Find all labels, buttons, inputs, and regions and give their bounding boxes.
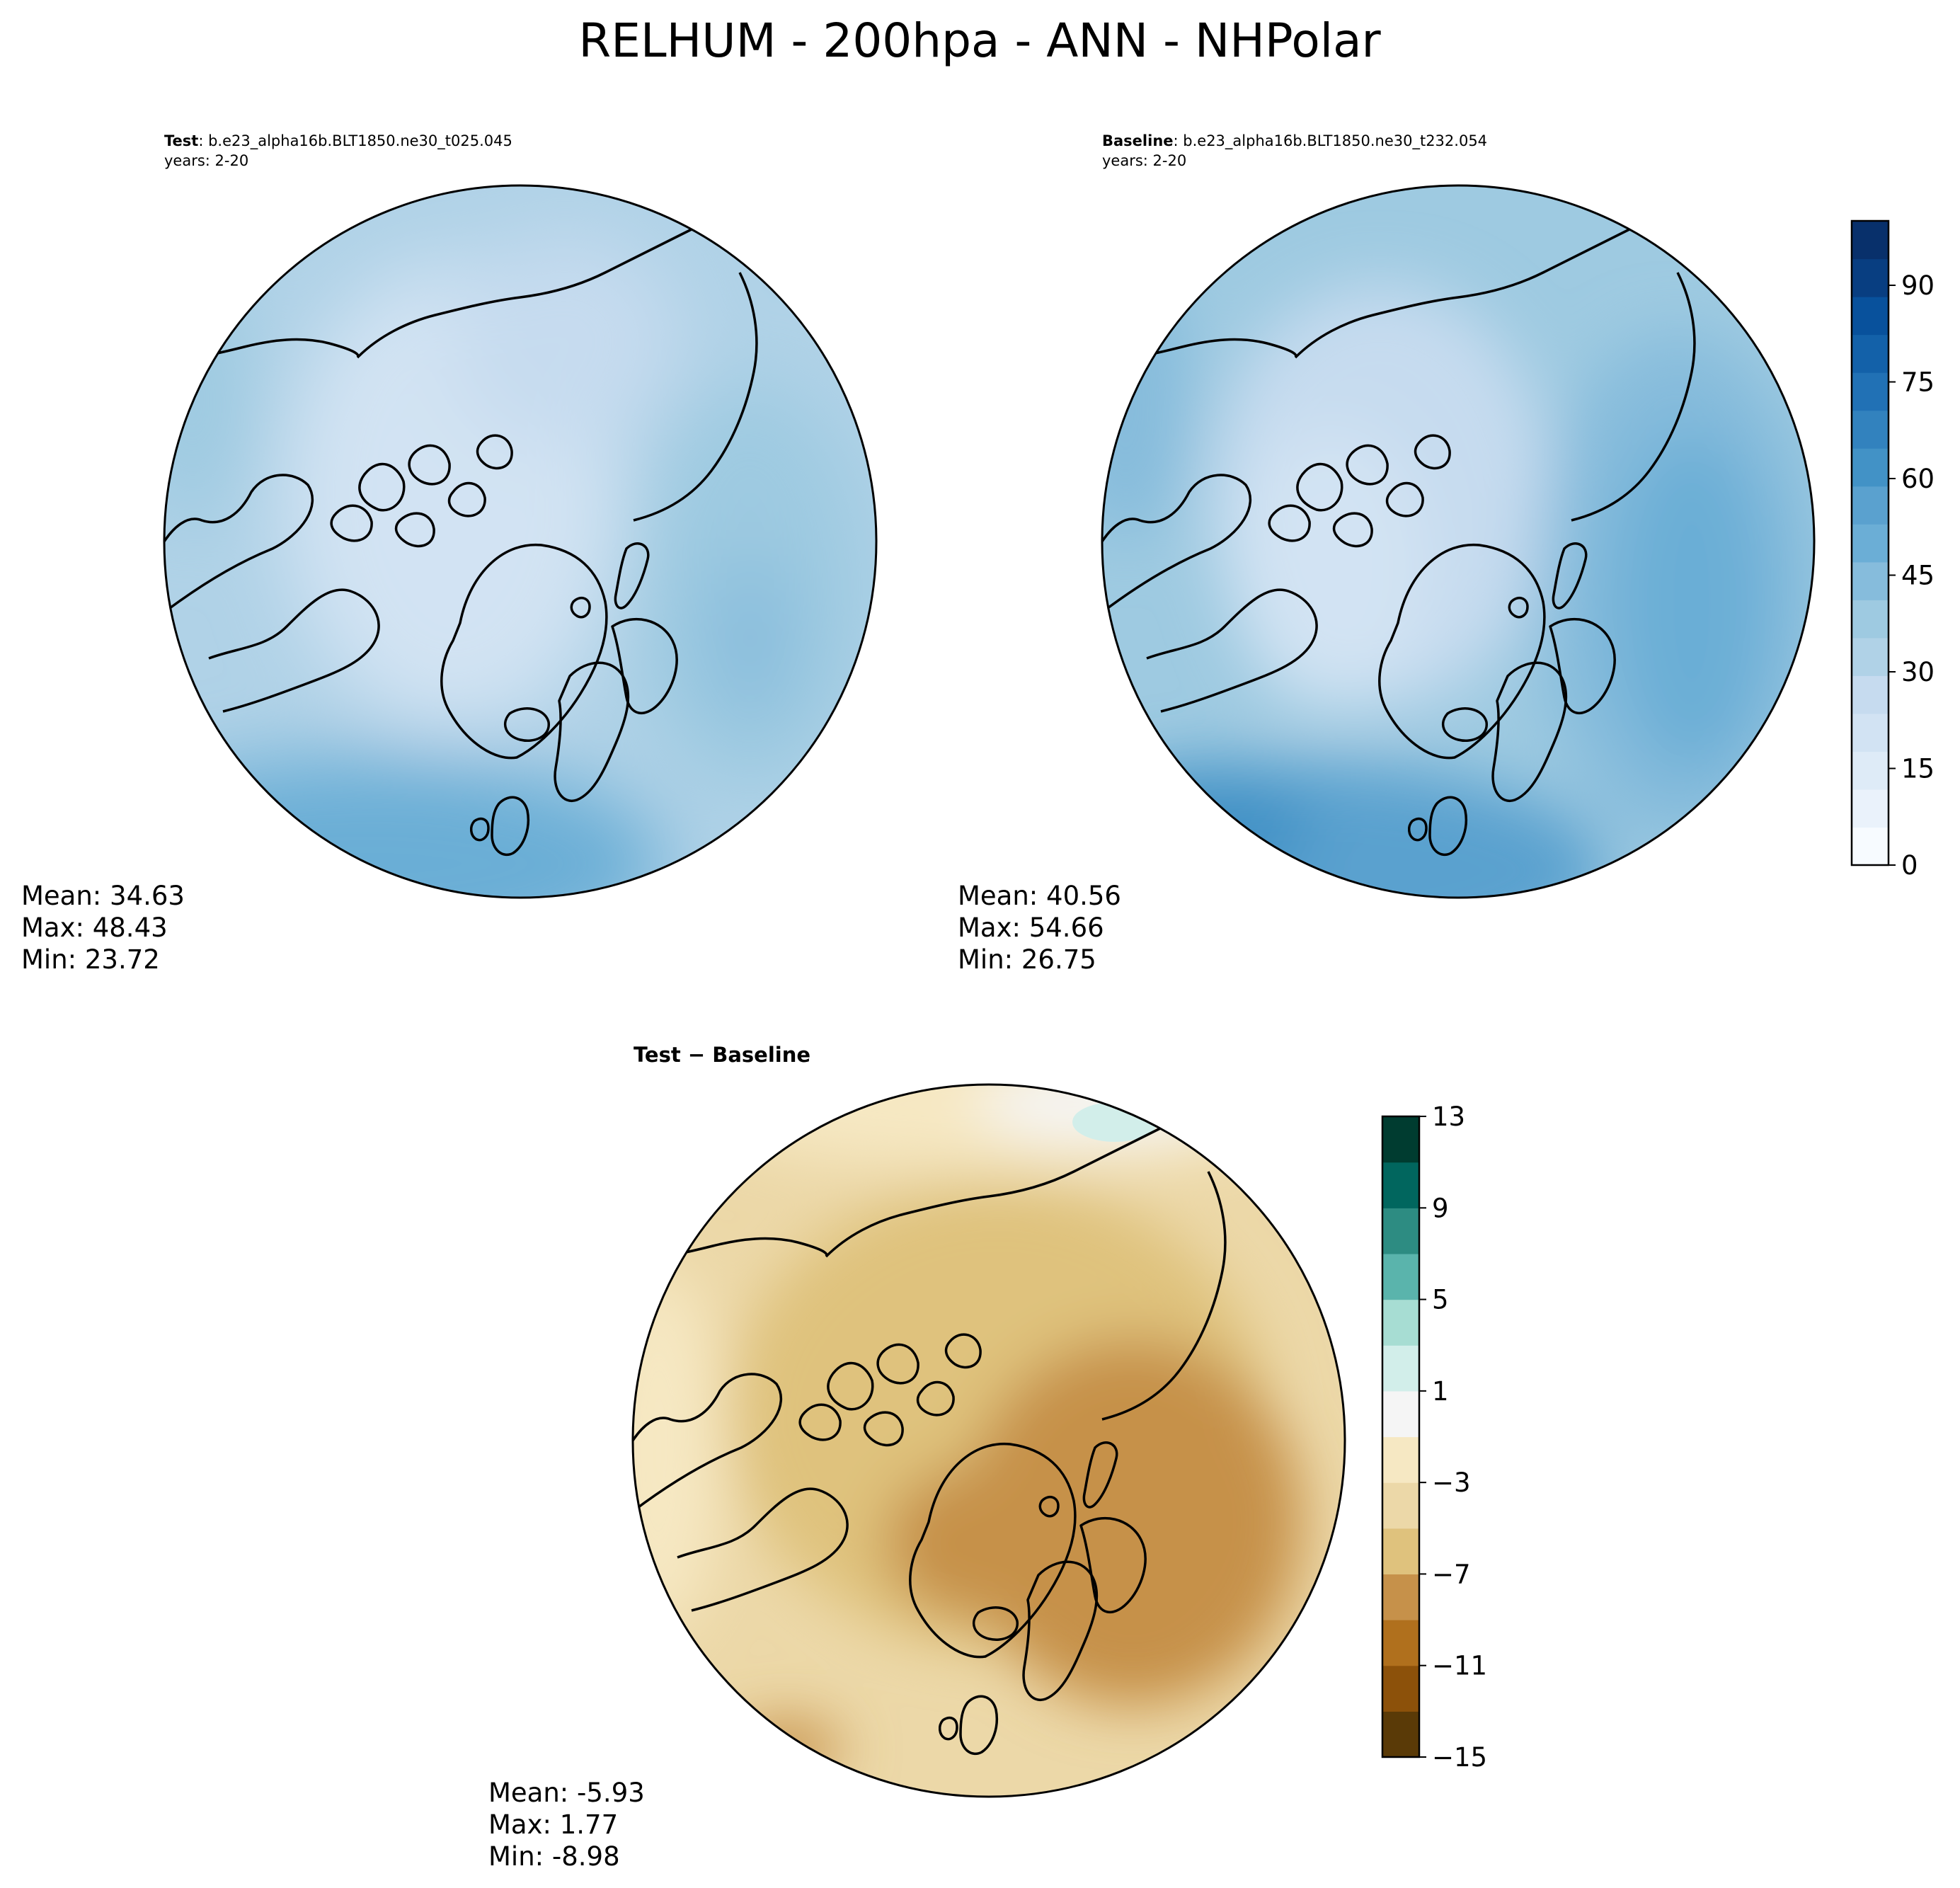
main-colorbar-block [1852,827,1889,866]
panel-test: Test: b.e23_alpha16b.BLT1850.ne30_t025.0… [21,132,878,975]
diff-field-east [963,1338,1302,1706]
main-colorbar-tick-label: 75 [1901,367,1935,398]
main-colorbar-block [1852,486,1889,525]
baseline-mean: Mean: 40.56 [958,881,1121,911]
test-field-low2 [453,234,680,446]
diff-colorbar-block [1382,1482,1419,1529]
main-colorbar-tick-label: 90 [1901,270,1935,301]
baseline-field-southwest [1102,765,1309,892]
main-colorbar-block [1852,675,1889,714]
diff-label: Test − Baseline [634,1043,810,1067]
main-colorbar-block [1852,410,1889,449]
diff-colorbar-blocks [1382,1116,1419,1758]
baseline-field-west [1102,255,1189,538]
baseline-label: Baseline: b.e23_alpha16b.BLT1850.ne30_t2… [1102,132,1487,150]
baseline-field-east-core [1614,432,1770,772]
test-years: years: 2-20 [164,152,248,169]
test-mean: Mean: 34.63 [21,881,185,911]
main-colorbar-block [1852,713,1889,753]
test-min: Min: 23.72 [21,944,160,975]
main-colorbar-block [1852,751,1889,790]
test-label: Test: b.e23_alpha16b.BLT1850.ne30_t025.0… [164,132,512,150]
main-colorbar-block [1852,297,1889,336]
diff-colorbar-tick-label: −15 [1432,1742,1487,1773]
main-colorbar-block [1852,524,1889,563]
diff-colorbar-block [1382,1208,1419,1254]
baseline-field-low-core [1232,425,1430,708]
main-colorbar-ticks: 0 15 30 45 60 75 90 [1889,270,1935,881]
test-label-bold: Test [164,132,198,149]
main-colorbar-tick-label: 15 [1901,754,1935,784]
baseline-label-bold: Baseline [1102,132,1174,149]
diff-colorbar-tick-label: 13 [1432,1102,1465,1132]
test-field-west [164,269,255,524]
test-field-east-core [708,552,793,722]
diff-field-west-light [633,1267,722,1635]
diff-colorbar: −15 −11 −7 −3 1 5 9 13 [1381,1102,1487,1773]
baseline-years: years: 2-20 [1102,152,1186,169]
diff-colorbar-tick-label: −7 [1432,1559,1471,1589]
diff-colorbar-block [1382,1390,1419,1438]
diff-colorbar-block [1382,1711,1419,1758]
main-colorbar-block [1852,600,1889,639]
diff-colorbar-block [1382,1665,1419,1712]
diff-colorbar-block [1382,1162,1419,1208]
diff-map [633,1085,1345,1797]
test-max: Max: 48.43 [21,912,168,943]
diff-colorbar-tick-label: −3 [1432,1468,1471,1498]
main-colorbar-block [1852,637,1889,676]
diff-field-center [885,1465,1069,1621]
diff-min: Min: -8.98 [488,1841,620,1872]
diff-max: Max: 1.77 [488,1809,618,1840]
main-colorbar-blocks [1852,221,1889,866]
main-colorbar-block [1852,258,1889,297]
baseline-map [1102,185,1814,898]
baseline-min: Min: 26.75 [958,944,1096,975]
diff-colorbar-block [1382,1116,1419,1163]
main-colorbar-tick-label: 45 [1901,561,1935,591]
panel-diff: Test − Baseline Mean: -5.93 Max: 1.77 Mi… [488,1043,1346,1872]
main-colorbar-block [1852,561,1889,600]
main-colorbar: 0 15 30 45 60 75 90 [1850,219,1935,881]
main-colorbar-tick-label: 60 [1901,464,1935,494]
baseline-map-boundary [1101,184,1816,899]
main-colorbar-block [1852,448,1889,487]
test-label-rest: : b.e23_alpha16b.BLT1850.ne30_t025.045 [198,132,512,150]
main-colorbar-block [1852,789,1889,828]
main-colorbar-tick-label: 30 [1901,657,1935,687]
test-map [164,185,876,898]
diff-colorbar-tick-label: −11 [1432,1651,1487,1681]
baseline-max: Max: 54.66 [958,912,1104,943]
diff-colorbar-tick-label: 5 [1432,1285,1449,1315]
main-colorbar-tick-label: 0 [1901,850,1918,881]
main-colorbar-frame [1850,219,1890,866]
figure-title: RELHUM - 200hpa - ANN - NHPolar [578,13,1381,68]
diff-colorbar-block [1382,1574,1419,1620]
diff-colorbar-block [1382,1436,1419,1483]
diff-colorbar-block [1382,1253,1419,1300]
diff-colorbar-ticks: −15 −11 −7 −3 1 5 9 13 [1419,1102,1487,1773]
panel-baseline: Baseline: b.e23_alpha16b.BLT1850.ne30_t2… [958,132,1816,975]
diff-field-south-dark [729,1720,842,1777]
diff-colorbar-tick-label: 9 [1432,1193,1449,1223]
main-colorbar-block [1852,334,1889,373]
diff-mean: Mean: -5.93 [488,1778,645,1808]
main-colorbar-block [1852,372,1889,411]
diff-map-boundary [631,1083,1346,1798]
baseline-label-rest: : b.e23_alpha16b.BLT1850.ne30_t232.054 [1174,132,1488,150]
diff-colorbar-tick-label: 1 [1432,1376,1449,1407]
diff-colorbar-block [1382,1345,1419,1392]
diff-colorbar-block [1382,1528,1419,1575]
diff-colorbar-block [1382,1299,1419,1346]
test-map-boundary [163,184,878,899]
diff-colorbar-frame [1381,1115,1421,1758]
main-colorbar-block [1852,221,1889,260]
diff-colorbar-block [1382,1620,1419,1666]
